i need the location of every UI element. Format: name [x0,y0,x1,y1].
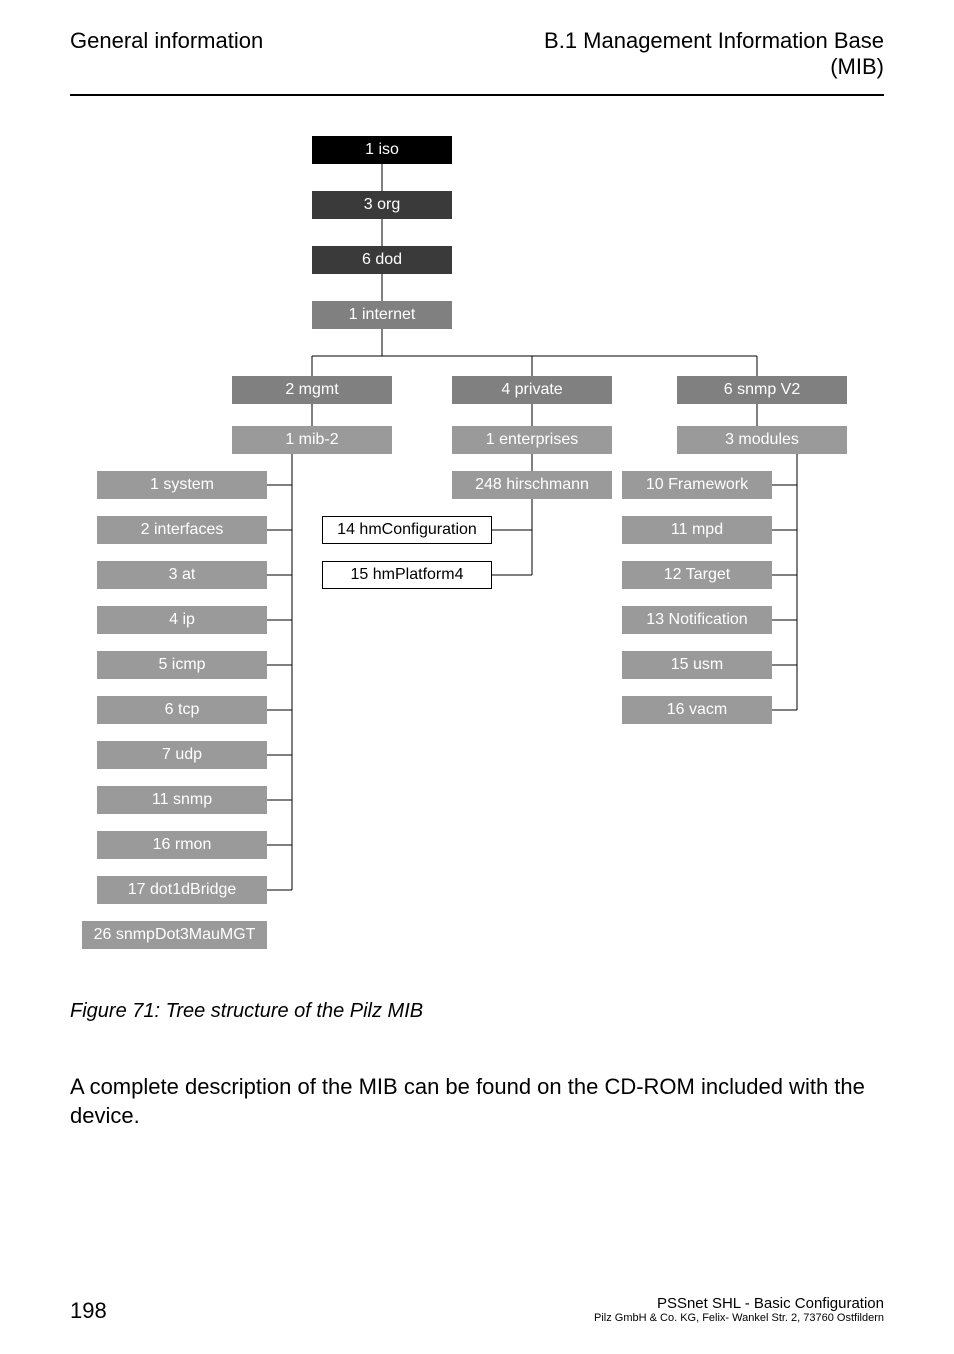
tree-node-mgmt: 2 mgmt [232,376,392,404]
tree-node-modules: 3 modules [677,426,847,454]
tree-node-framework: 10 Framework [622,471,772,499]
footer-line2: Pilz GmbH & Co. KG, Felix- Wankel Str. 2… [594,1312,884,1324]
tree-node-target: 12 Target [622,561,772,589]
tree-node-ip: 4 ip [97,606,267,634]
tree-node-enterprises: 1 enterprises [452,426,612,454]
tree-node-hmconfig: 14 hmConfiguration [322,516,492,544]
tree-node-dod: 6 dod [312,246,452,274]
tree-node-system: 1 system [97,471,267,499]
tree-node-vacm: 16 vacm [622,696,772,724]
tree-node-hirschmann: 248 hirschmann [452,471,612,499]
tree-node-notif: 13 Notification [622,606,772,634]
tree-node-internet: 1 internet [312,301,452,329]
tree-node-at: 3 at [97,561,267,589]
body-text: A complete description of the MIB can be… [70,1073,884,1130]
tree-node-tcp: 6 tcp [97,696,267,724]
tree-node-mpd: 11 mpd [622,516,772,544]
footer-line1: PSSnet SHL - Basic Configuration [594,1295,884,1312]
tree-node-icmp: 5 icmp [97,651,267,679]
tree-node-snmpv2: 6 snmp V2 [677,376,847,404]
tree-node-dot1d: 17 dot1dBridge [97,876,267,904]
footer-attribution: PSSnet SHL - Basic Configuration Pilz Gm… [594,1295,884,1324]
tree-node-rmon: 16 rmon [97,831,267,859]
header-left: General information [70,28,263,80]
tree-node-interfaces: 2 interfaces [97,516,267,544]
tree-node-maumgt: 26 snmpDot3MauMGT [82,921,267,949]
figure-caption: Figure 71: Tree structure of the Pilz MI… [70,1000,954,1023]
page-header: General information B.1 Management Infor… [70,0,884,96]
page-number: 198 [70,1298,107,1324]
tree-node-iso: 1 iso [312,136,452,164]
tree-node-org: 3 org [312,191,452,219]
header-right-line1: B.1 Management Information Base [544,28,884,54]
tree-node-private: 4 private [452,376,612,404]
page-footer: 198 PSSnet SHL - Basic Configuration Pil… [70,1295,884,1324]
tree-node-usm: 15 usm [622,651,772,679]
tree-node-snmp: 11 snmp [97,786,267,814]
header-right: B.1 Management Information Base (MIB) [544,28,884,80]
mib-tree-diagram: 1 iso 3 org 6 dod 1 internet 2 mgmt 4 private… [67,136,887,976]
tree-node-mib2: 1 mib-2 [232,426,392,454]
tree-node-hmplatform: 15 hmPlatform4 [322,561,492,589]
tree-node-udp: 7 udp [97,741,267,769]
header-right-line2: (MIB) [544,54,884,80]
